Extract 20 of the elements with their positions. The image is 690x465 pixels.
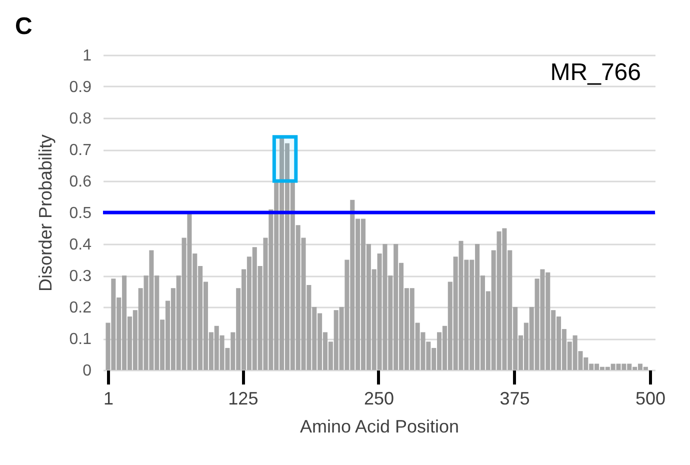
- annotation: MR_766: [550, 59, 641, 86]
- y-tick-label: 1: [82, 48, 92, 64]
- x-tick-label: 250: [364, 388, 394, 408]
- y-tick-label: 0.7: [69, 142, 92, 159]
- y-tick-label: 0.9: [69, 79, 92, 96]
- x-tick-label: 125: [228, 388, 258, 408]
- y-tick-label: 0.2: [69, 300, 92, 316]
- y-tick-label: 0.3: [69, 268, 92, 285]
- y-axis-title: Disorder Probability: [35, 134, 56, 292]
- x-tick-label: 375: [500, 388, 530, 408]
- y-tick-label: 0.6: [69, 174, 92, 190]
- x-tick-label: 500: [635, 388, 666, 408]
- y-tick-label: 0.8: [69, 110, 92, 128]
- x-axis-title: Amino Acid Position: [300, 416, 460, 436]
- y-tick-label: 0.1: [69, 331, 92, 348]
- y-tick-label: 0.4: [69, 236, 92, 254]
- y-tick-label: 0: [82, 362, 92, 380]
- y-tick-label: 0.5: [69, 205, 92, 222]
- chart-title: C: [15, 13, 32, 40]
- x-tick-label: 1: [103, 388, 114, 408]
